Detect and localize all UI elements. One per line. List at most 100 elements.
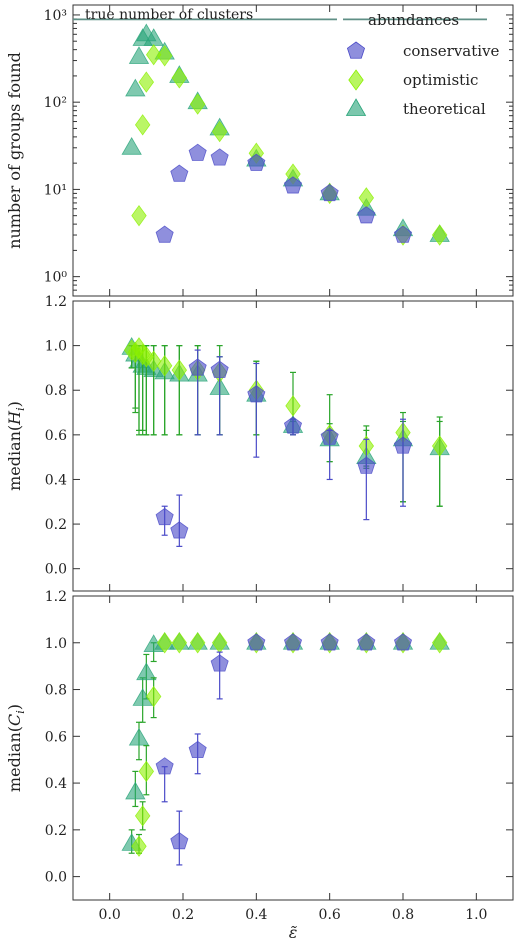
data-point-optimistic [211,632,228,654]
data-point-optimistic [156,632,173,654]
data-point-conservative [357,456,376,474]
legend-marker-conservative [346,41,366,59]
data-point-optimistic [131,204,147,227]
data-point-theoretical [121,136,142,155]
data-point-conservative [247,633,266,651]
data-point-theoretical [128,46,150,64]
legend: abundances conservative optimistic theoreti… [345,11,500,118]
ylabel: number of groups found [5,52,24,249]
data-point-conservative [320,183,339,202]
data-point-theoretical [136,662,157,681]
data-point-optimistic [431,224,448,246]
ytick-label: 0.0 [45,562,67,578]
legend-label-conservative: conservative [403,42,500,60]
data-point-optimistic [171,359,188,381]
xtick-label: 0.2 [172,907,194,923]
data-point-conservative [188,740,207,759]
ytick-label: 1.0 [45,339,67,355]
xtick-label: 0.6 [319,907,341,923]
ytick-label: 0.8 [45,383,67,399]
ytick-label: 1.0 [45,636,67,652]
data-point-conservative [247,385,266,403]
xlabel: ε̃ [289,923,298,942]
data-point-conservative [283,176,303,194]
series-theoretical [121,631,450,854]
ytick-label: 0.2 [45,823,67,839]
data-point-theoretical [125,781,146,800]
data-point-theoretical [128,727,150,746]
data-point-optimistic [134,805,151,827]
series-conservative [155,349,413,547]
ytick-label: 10¹ [44,182,67,198]
xtick-label: 0.4 [245,907,267,923]
data-point-optimistic [138,760,155,783]
panel-2: 0.0 0.2 0.4 0.6 0.8 1.0 1.2 median(Hi) [5,294,514,592]
data-point-optimistic [138,71,155,93]
data-point-conservative [188,358,207,376]
annotation: true number of clusters [85,7,253,23]
ytick-label: 0.0 [45,870,67,886]
series-optimistic [131,44,448,246]
data-point-conservative [320,633,339,651]
data-point-conservative [210,654,229,672]
ytick-label: 0.4 [45,472,67,488]
data-point-optimistic [211,120,228,143]
legend-marker-optimistic [348,69,364,91]
data-point-optimistic [171,67,188,89]
data-point-conservative [283,416,303,434]
data-point-conservative [155,225,174,243]
data-point-conservative [393,225,413,243]
data-point-conservative [393,436,413,454]
panel-1: 10⁰ 10¹ 10² 10³ number of groups found true n… [5,4,514,297]
data-point-optimistic [285,395,301,417]
data-point-optimistic [145,350,162,372]
data-point-conservative [155,507,174,526]
ytick-label: 1.2 [45,294,67,310]
legend-marker-theoretical [345,98,367,116]
ytick-label: 10³ [44,8,67,24]
ytick-label: 0.4 [45,776,67,792]
ytick-label: 10² [44,95,67,111]
data-point-conservative [320,427,339,445]
ytick-label: 1.2 [45,589,67,605]
data-point-conservative [210,360,229,378]
xtick-label: 0.8 [392,907,414,923]
data-point-optimistic [358,187,375,209]
data-point-optimistic [134,114,151,136]
data-point-optimistic [431,632,448,654]
data-point-optimistic [156,45,173,67]
data-point-optimistic [431,435,448,457]
data-point-conservative [357,633,376,651]
data-point-theoretical [125,78,146,97]
legend-label-theoretical: theoretical [403,100,486,118]
data-point-optimistic [189,93,206,115]
xtick-label: 0.0 [99,907,121,923]
data-point-conservative [170,832,189,850]
data-point-optimistic [131,835,147,857]
plot-frame [72,595,514,901]
data-point-conservative [393,633,413,651]
legend-label-optimistic: optimistic [403,71,478,89]
ytick-label: 0.8 [45,683,67,699]
plot-frame [72,4,514,297]
ytick-label: 0.2 [45,517,67,533]
data-point-conservative [247,153,266,171]
panel-3: 0.0 0.2 0.4 0.6 0.8 1.0 1.2 0.0 0.2 0.4 0.6 0.8 1.0 m… [5,589,514,942]
data-point-conservative [170,521,189,539]
ytick-label: 0.6 [45,729,67,745]
ylabel: median(Hi) [5,401,27,491]
data-point-optimistic [156,355,173,377]
ytick-label: 0.6 [45,428,67,444]
data-point-conservative [283,633,303,651]
data-point-conservative [170,164,189,182]
data-point-conservative [357,206,376,224]
plot-frame [72,300,514,592]
xtick-label: 1.0 [465,907,487,923]
legend-title: abundances [368,11,459,29]
ylabel: median(Ci) [5,704,27,792]
ytick-label: 10⁰ [44,270,68,286]
data-point-conservative [188,143,207,161]
series-conservative [155,143,413,243]
data-point-optimistic [145,685,162,708]
data-point-optimistic [171,632,188,654]
